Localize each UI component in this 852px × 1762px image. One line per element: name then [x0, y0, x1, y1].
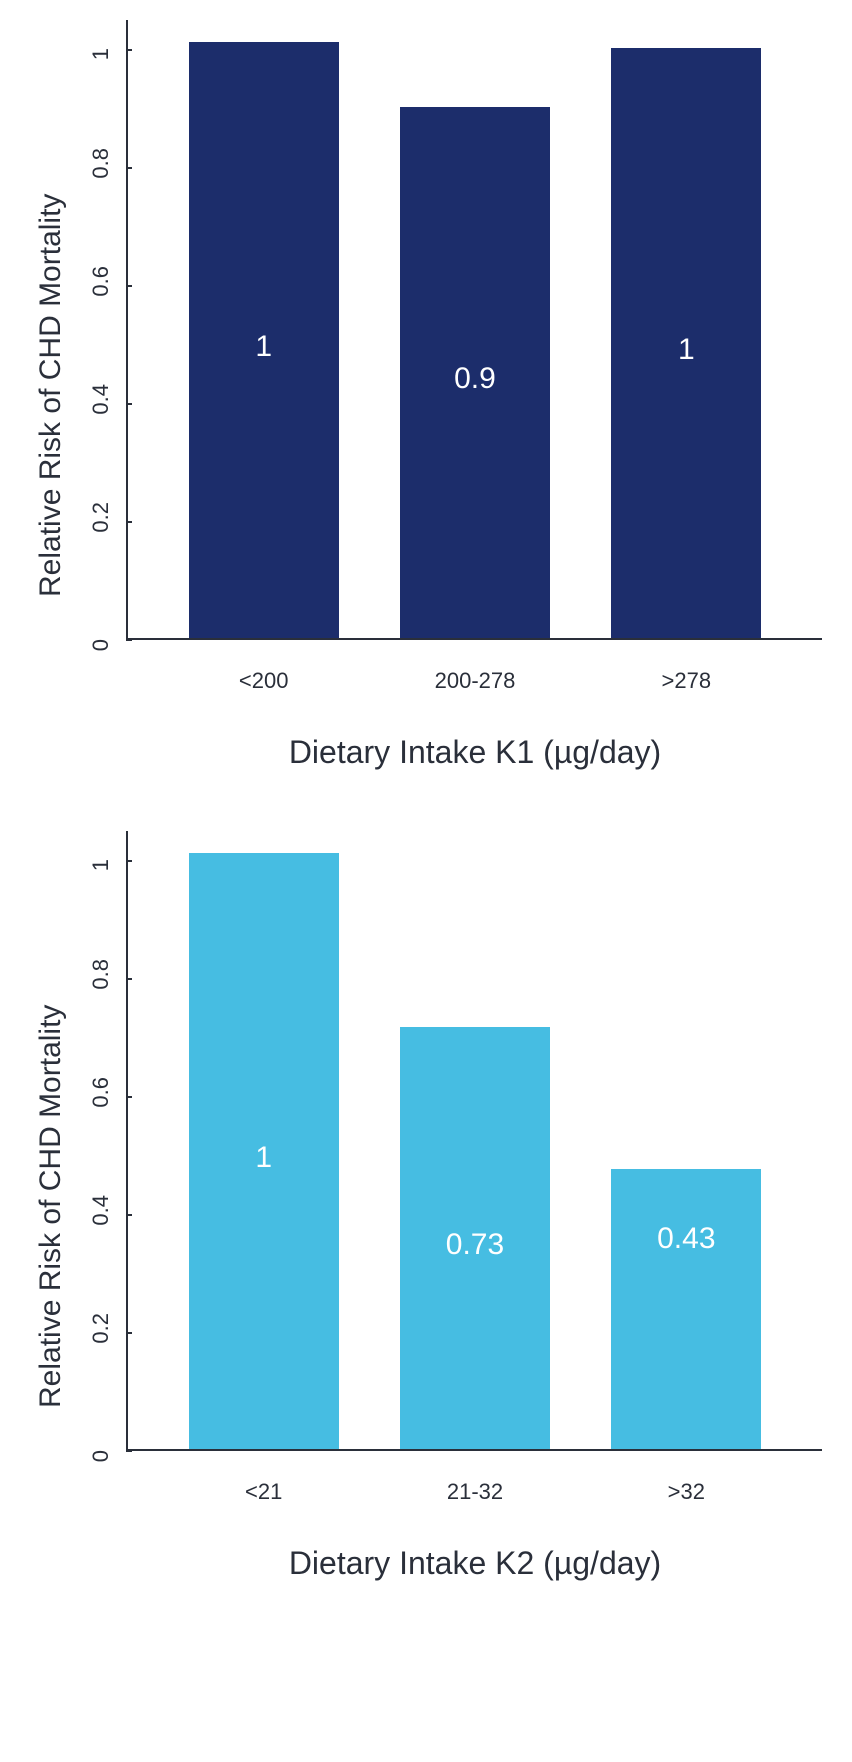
bar-value-label: 1: [678, 333, 695, 367]
x-tick-label: <21: [189, 1479, 339, 1505]
bar-value-label: 1: [255, 1141, 272, 1175]
y-tick-label: 0: [88, 1450, 114, 1462]
chart1-xlabel: Dietary Intake K1 (µg/day): [128, 734, 822, 771]
chart1-plot: 00.20.40.60.81 10.91: [68, 20, 822, 640]
chart1-bars: 10.91: [128, 20, 822, 640]
chart2-ylabel: Relative Risk of CHD Mortality: [30, 831, 68, 1582]
y-tick-label: 0.8: [88, 148, 114, 179]
x-tick-label: >32: [611, 1479, 761, 1505]
bar: 1: [189, 853, 339, 1449]
y-tick-label: 0.6: [88, 1077, 114, 1108]
y-tick-label: 0.4: [88, 1195, 114, 1226]
chart2-y-axis: 00.20.40.60.81: [68, 831, 128, 1451]
chart-k1: Relative Risk of CHD Mortality 0 0.2 0.4 0.…: [30, 20, 822, 771]
chart2-xlabel: Dietary Intake K2 (µg/day): [128, 1545, 822, 1582]
y-tick-label: 0.2: [88, 502, 114, 533]
y-tick-label: 1: [88, 48, 114, 60]
chart1-y-axis: 00.20.40.60.81: [68, 20, 128, 640]
chart1-ylabel: Relative Risk of CHD Mortality: [30, 20, 68, 771]
x-tick-label: >278: [611, 668, 761, 694]
bar: 0.9: [400, 107, 550, 638]
y-tick-label: 0.2: [88, 1313, 114, 1344]
y-tick-label: 0.6: [88, 266, 114, 297]
bar-value-label: 0.73: [446, 1228, 504, 1262]
x-tick-label: 200-278: [400, 668, 550, 694]
y-tick-label: 1: [88, 859, 114, 871]
bar-value-label: 0.43: [657, 1222, 715, 1256]
chart2-plot: 00.20.40.60.81 10.730.43: [68, 831, 822, 1451]
chart2-bars: 1 0.73 0.43: [128, 831, 822, 1451]
bar: 1: [189, 42, 339, 638]
bar: 0.73: [400, 1027, 550, 1449]
bar: 0.43: [611, 1169, 761, 1449]
y-tick-label: 0.4: [88, 384, 114, 415]
bar: 1: [611, 48, 761, 638]
chart2-x-axis: <21 21-32 >32: [128, 1479, 822, 1505]
x-tick-label: 21-32: [400, 1479, 550, 1505]
chart-k2: Relative Risk of CHD Mortality 0 0.2 0.4 0.…: [30, 831, 822, 1582]
bar-value-label: 0.9: [454, 362, 496, 396]
bar-value-label: 1: [255, 330, 272, 364]
y-tick-label: 0.8: [88, 959, 114, 990]
y-tick-label: 0: [88, 639, 114, 651]
chart1-x-axis: <200 200-278 >278: [128, 668, 822, 694]
x-tick-label: <200: [189, 668, 339, 694]
